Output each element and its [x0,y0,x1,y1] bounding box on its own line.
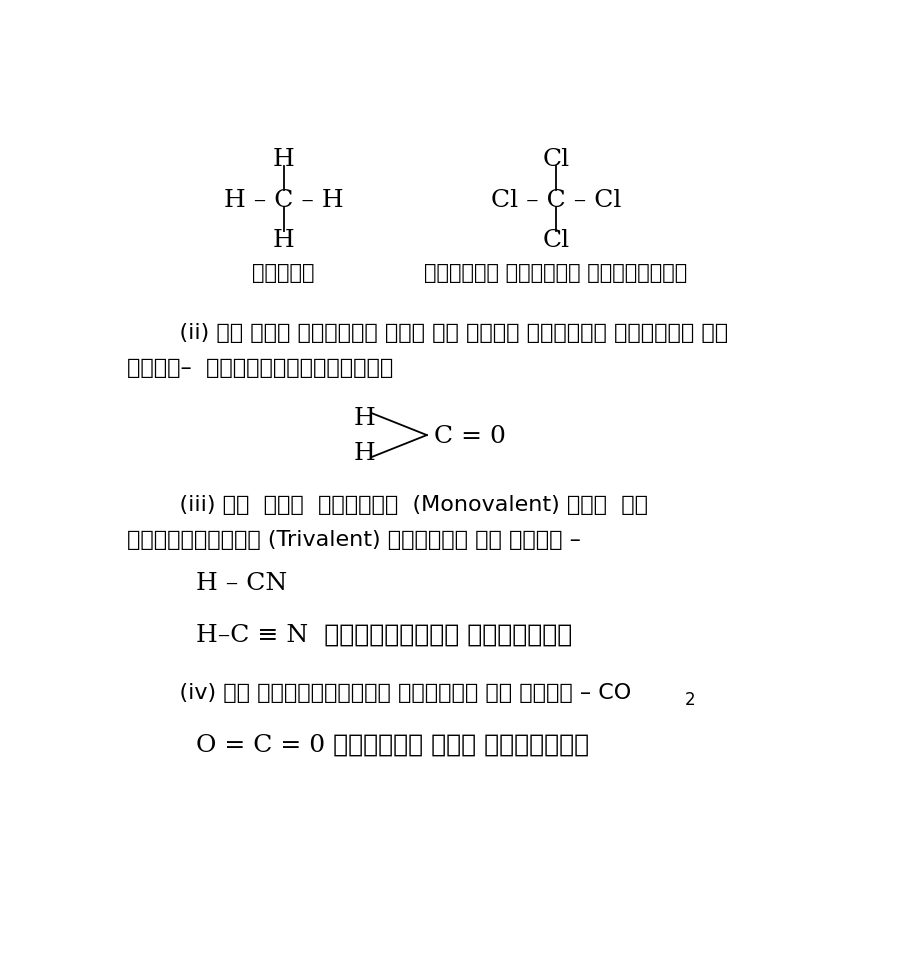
Text: C = 0: C = 0 [434,424,505,447]
Text: (iii) एक  एकल  संयोजी  (Monovalent) एवं  एक: (iii) एक एकल संयोजी (Monovalent) एवं एक [151,494,648,515]
Text: कार्बन टेट्रा क्लोराइड: कार्बन टेट्रा क्लोराइड [424,263,687,283]
Text: H – CN: H – CN [196,572,287,595]
Text: H: H [353,442,375,465]
Text: H: H [273,229,295,252]
Text: H: H [273,148,295,172]
Text: (ii) दो एकल संयोजी एवं एक द्वि संयोजी परमाणु से: (ii) दो एकल संयोजी एवं एक द्वि संयोजी पर… [151,323,728,343]
Text: H–C ≡ N  हाइड्रोजन सायनाइड: H–C ≡ N हाइड्रोजन सायनाइड [196,623,573,646]
Text: (iv) दो द्विसंयोजी परमाणु से जैसे – CO: (iv) दो द्विसंयोजी परमाणु से जैसे – CO [151,682,632,703]
Text: H: H [353,406,375,429]
Text: 2: 2 [685,691,696,708]
Text: Cl: Cl [542,148,569,172]
Text: Cl: Cl [542,229,569,252]
Text: Cl – C – Cl: Cl – C – Cl [491,188,621,211]
Text: जैसे–  फार्मेल्डिहाइड: जैसे– फार्मेल्डिहाइड [126,358,393,378]
Text: त्रिसंयोजी (Trivalent) परमाणु से जैसे –: त्रिसंयोजी (Trivalent) परमाणु से जैसे – [126,529,580,549]
Text: O = C = 0 कार्बन डाई ऑक्साइड: O = C = 0 कार्बन डाई ऑक्साइड [196,733,589,756]
Text: H – C – H: H – C – H [223,188,343,211]
Text: मेथेन: मेथेन [252,263,315,283]
